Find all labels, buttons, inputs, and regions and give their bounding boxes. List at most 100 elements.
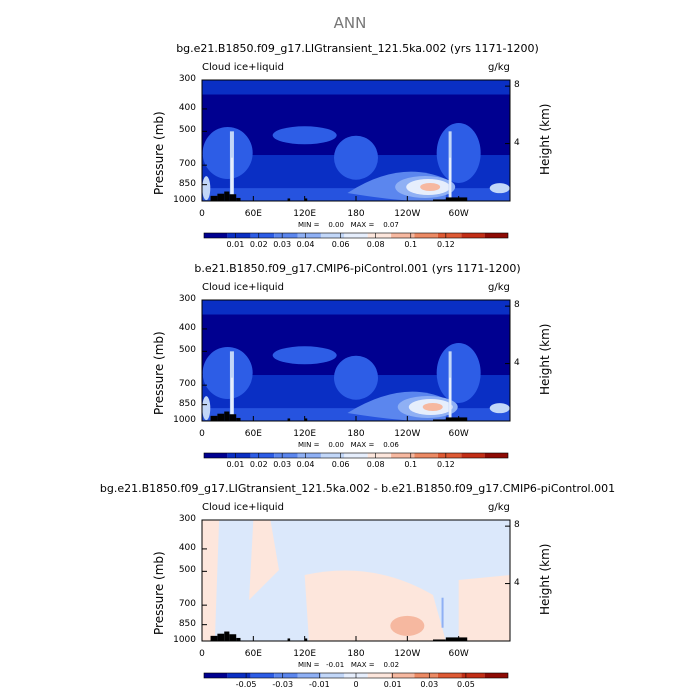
xtick-label: 120E xyxy=(293,429,317,439)
ytick-label: 500 xyxy=(178,125,196,136)
colorbar-tick-label: 0.06 xyxy=(331,460,350,469)
colorbar-segment xyxy=(297,453,321,458)
terrain-block xyxy=(433,639,446,641)
terrain-block xyxy=(210,195,218,201)
colorbar-tick-label: 0.04 xyxy=(296,460,315,469)
colorbar-segment xyxy=(437,673,462,678)
terrain-block xyxy=(304,418,308,421)
colorbar-segment xyxy=(274,233,298,238)
colorbar-tick-label: -0.05 xyxy=(235,680,257,689)
colorbar-tick-label: 0.06 xyxy=(331,240,350,249)
xtick-label: 0 xyxy=(199,649,205,659)
colorbar-tick-label: 0.03 xyxy=(420,680,439,689)
colorbar-segment xyxy=(461,453,485,458)
panel-title: bg.e21.B1850.f09_g17.LIGtransient_121.5k… xyxy=(176,42,539,55)
min-max-label: MIN = 0.00 MAX = 0.07 xyxy=(298,221,399,229)
colorbar-tick-label: 0.05 xyxy=(457,680,475,689)
cloud-streak-core xyxy=(449,157,452,201)
xtick-label: 120W xyxy=(394,429,421,439)
terrain-block xyxy=(229,194,237,201)
colorbar-segment xyxy=(297,233,321,238)
variable-label: Cloud ice+liquid xyxy=(202,62,284,73)
xtick-label: 180 xyxy=(347,429,365,439)
terrain-block xyxy=(445,417,468,421)
ytick-label: 1000 xyxy=(173,415,196,425)
ytick-label: 850 xyxy=(178,398,196,409)
main-title: ANN xyxy=(333,14,367,32)
terrain-block xyxy=(210,635,218,641)
rtick-label: 4 xyxy=(514,577,520,588)
terrain xyxy=(210,411,468,421)
cloud-patch-east xyxy=(436,122,481,183)
terrain-block xyxy=(433,419,446,421)
colorbar-tick-label: 0.08 xyxy=(366,240,385,249)
colorbar xyxy=(203,232,509,239)
ytick-label: 850 xyxy=(178,618,196,629)
ylabel-right: Height (km) xyxy=(538,323,552,395)
colorbar-segment xyxy=(461,233,485,238)
colorbar-segment xyxy=(227,233,251,238)
min-max-label: MIN = 0.00 MAX = 0.06 xyxy=(298,441,399,449)
panel-title: bg.e21.B1850.f09_g17.LIGtransient_121.5k… xyxy=(99,482,616,495)
ytick-label: 700 xyxy=(178,379,196,390)
colorbar-segment xyxy=(320,453,345,458)
ylabel-right: Height (km) xyxy=(538,543,552,615)
diff-positive-mid xyxy=(249,520,279,600)
ytick-label: 300 xyxy=(178,514,196,524)
colorbar-segment xyxy=(344,453,368,458)
diff-positive-east xyxy=(458,575,510,641)
terrain-block xyxy=(433,199,446,201)
units-label: g/kg xyxy=(488,502,510,513)
colorbar-segment xyxy=(227,673,251,678)
ytick-label: 400 xyxy=(178,102,196,113)
contour-field xyxy=(202,300,510,421)
colorbar-tick-label: 0.02 xyxy=(249,240,268,249)
xtick-label: 120E xyxy=(293,649,317,659)
ytick-label: 500 xyxy=(178,565,196,576)
colorbar-tick-label: 0 xyxy=(353,680,359,689)
rtick-label: 8 xyxy=(514,80,520,91)
colorbar-segment xyxy=(437,453,462,458)
colorbar-segment xyxy=(204,233,228,238)
rtick-label: 8 xyxy=(514,300,520,311)
min-max-label: MIN = -0.01 MAX = 0.02 xyxy=(298,661,400,669)
ytick-label: 500 xyxy=(178,345,196,356)
cloud-patch-right xyxy=(489,183,510,194)
panel-2 xyxy=(201,299,511,459)
terrain-block xyxy=(445,637,468,641)
colorbar xyxy=(203,452,509,459)
terrain-block xyxy=(224,631,230,641)
colorbar xyxy=(203,672,509,679)
colorbar-segment xyxy=(204,673,228,678)
ylabel: Pressure (mb) xyxy=(152,331,166,415)
ytick-label: 400 xyxy=(178,542,196,553)
colorbar-tick-label: 0.01 xyxy=(383,680,402,689)
ylabel: Pressure (mb) xyxy=(152,551,166,635)
terrain-block xyxy=(287,198,291,201)
ytick-label: 1000 xyxy=(173,195,196,205)
xtick-label: 180 xyxy=(347,649,365,659)
colorbar-segment xyxy=(367,233,392,238)
panel-1 xyxy=(201,79,511,239)
terrain-block xyxy=(445,197,468,201)
colorbar-tick-label: 0.03 xyxy=(273,240,292,249)
colorbar-segment xyxy=(367,673,392,678)
xtick-label: 120W xyxy=(394,649,421,659)
xtick-label: 60W xyxy=(448,429,469,439)
ytick-label: 700 xyxy=(178,159,196,170)
xtick-label: 120W xyxy=(394,209,421,219)
colorbar-segment xyxy=(227,453,251,458)
terrain-block xyxy=(229,634,237,641)
ytick-label: 850 xyxy=(178,178,196,189)
ytick-label: 1000 xyxy=(173,635,196,645)
terrain-block xyxy=(304,198,308,201)
colorbar-tick-label: 0.12 xyxy=(436,460,455,469)
diff-max-region xyxy=(390,615,425,636)
units-label: g/kg xyxy=(488,62,510,73)
colorbar-tick-label: 0.1 xyxy=(404,460,418,469)
rtick-label: 4 xyxy=(514,357,520,368)
terrain-block xyxy=(229,414,237,421)
colorbar-segment xyxy=(484,673,508,678)
colorbar-segment xyxy=(320,233,345,238)
ylabel-right: Height (km) xyxy=(538,103,552,175)
